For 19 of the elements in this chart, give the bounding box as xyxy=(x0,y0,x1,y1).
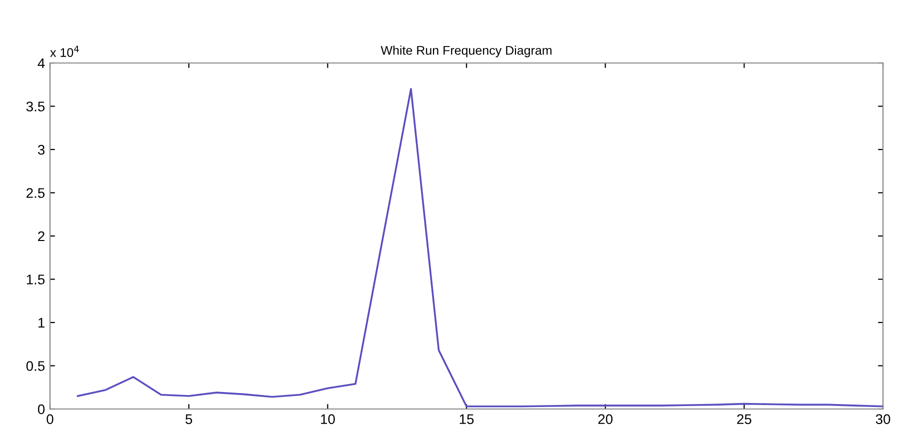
chart-title: White Run Frequency Diagram xyxy=(380,46,552,58)
y-tick-label: 1 xyxy=(38,318,44,328)
y-tick-label: 2 xyxy=(38,231,44,242)
x-tick-label: 20 xyxy=(598,414,613,424)
x-tick-label: 25 xyxy=(737,414,752,424)
x-tick-label: 30 xyxy=(876,414,890,424)
y-tick-label: 2.5 xyxy=(26,188,45,198)
text: x 10$^{4}$ xyxy=(50,46,79,57)
x-tick-label: 0 xyxy=(46,414,54,424)
y-tick-label: 1.5 xyxy=(26,274,45,284)
y-tick-label: 0.5 xyxy=(26,361,45,371)
x-tick-label: 5 xyxy=(186,414,192,424)
line-series xyxy=(76,88,883,408)
y-tick-label: 3 xyxy=(38,144,45,155)
x-tick-label: 10 xyxy=(321,414,335,424)
y-tick-label: 4 xyxy=(38,58,45,68)
y-tick-label: 3.5 xyxy=(26,102,45,112)
y-tick-label: 0 xyxy=(38,404,45,414)
x-tick-label: 15 xyxy=(460,414,474,424)
